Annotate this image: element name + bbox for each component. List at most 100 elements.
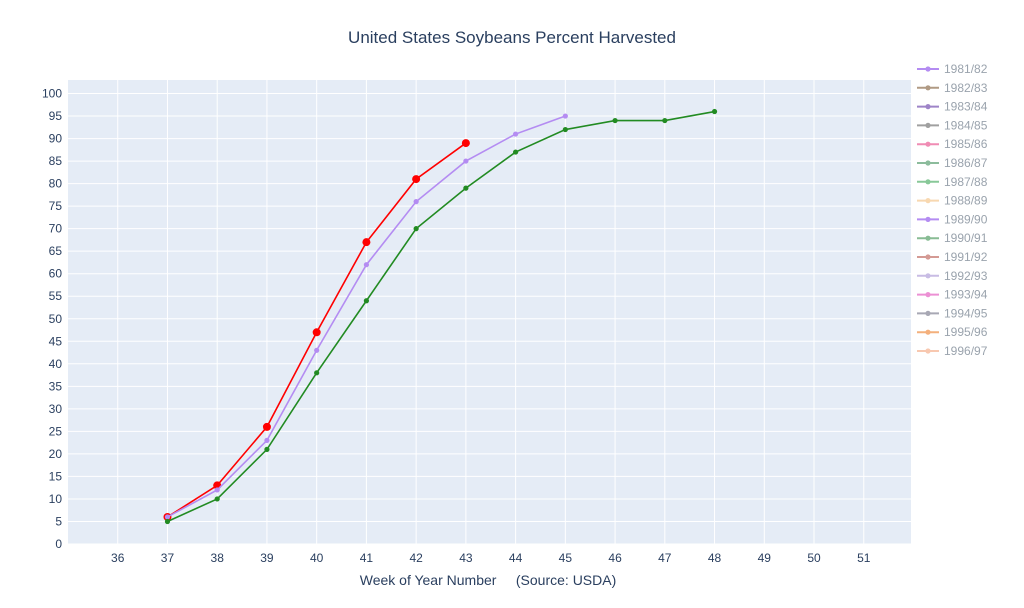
data-point[interactable]: [164, 518, 171, 525]
legend-marker: [925, 141, 931, 147]
legend[interactable]: 1981/82 1982/83 1983/84 1984/85 1985/86 1986/…: [917, 62, 988, 358]
legend-label: 1995/96: [944, 325, 988, 339]
data-point[interactable]: [214, 487, 220, 493]
legend-label: 1983/84: [944, 100, 988, 114]
legend-marker: [925, 179, 931, 185]
legend-item[interactable]: 1990/91: [917, 231, 988, 245]
data-point[interactable]: [513, 131, 519, 137]
y-tick-label: 95: [49, 109, 63, 123]
legend-label: 1989/90: [944, 212, 988, 226]
data-point[interactable]: [513, 149, 519, 155]
legend-marker: [925, 122, 931, 128]
y-tick-label: 30: [49, 402, 63, 416]
y-tick-label: 35: [49, 379, 63, 393]
legend-label: 1981/82: [944, 62, 988, 76]
data-point[interactable]: [264, 446, 270, 452]
data-point[interactable]: [413, 199, 419, 205]
data-point[interactable]: [612, 117, 618, 124]
grid-lines: [68, 80, 911, 545]
y-tick-label: 25: [49, 424, 63, 438]
data-point[interactable]: [264, 437, 270, 443]
legend-item[interactable]: 1982/83: [917, 81, 988, 95]
legend-item[interactable]: 1995/96: [917, 325, 988, 339]
data-series[interactable]: [164, 108, 718, 525]
legend-item[interactable]: 1992/93: [917, 269, 988, 283]
x-tick-label: 45: [559, 551, 573, 565]
legend-item[interactable]: 1994/95: [917, 306, 988, 320]
y-tick-label: 45: [49, 334, 63, 348]
x-tick-labels: 36 37 38 39 40 41 42 43 44 45 46 47 48 49 50 51: [111, 551, 871, 565]
y-tick-label: 20: [49, 447, 63, 461]
x-tick-label: 47: [658, 551, 672, 565]
data-series[interactable]: [164, 113, 568, 520]
x-tick-label: 41: [360, 551, 374, 565]
x-tick-label: 50: [807, 551, 821, 565]
data-point[interactable]: [413, 226, 419, 232]
legend-item[interactable]: 1996/97: [917, 344, 988, 358]
legend-item[interactable]: 1989/90: [917, 212, 988, 226]
y-tick-label: 0: [55, 537, 62, 551]
data-point[interactable]: [164, 514, 171, 520]
data-point[interactable]: [314, 370, 320, 376]
data-point[interactable]: [562, 113, 568, 119]
legend-marker: [925, 348, 931, 354]
legend-label: 1992/93: [944, 269, 988, 283]
x-tick-label: 49: [758, 551, 772, 565]
x-tick-label: 40: [310, 551, 324, 565]
y-tick-label: 65: [49, 244, 63, 258]
data-point[interactable]: [562, 126, 568, 133]
x-axis-title: Week of Year Number (Source: USDA): [360, 572, 617, 588]
x-tick-label: 48: [708, 551, 722, 565]
legend-item[interactable]: 1981/82: [917, 62, 988, 76]
legend-label: 1993/94: [944, 288, 988, 302]
y-tick-label: 40: [49, 357, 63, 371]
x-tick-label: 38: [211, 551, 225, 565]
data-point[interactable]: [362, 238, 371, 247]
legend-item[interactable]: 1993/94: [917, 288, 988, 302]
x-tick-label: 39: [260, 551, 274, 565]
data-point[interactable]: [363, 298, 370, 304]
legend-item[interactable]: 1988/89: [917, 194, 988, 208]
data-point[interactable]: [463, 185, 469, 191]
y-tick-label: 55: [49, 289, 63, 303]
legend-label: 1987/88: [944, 175, 988, 189]
legend-item[interactable]: 1987/88: [917, 175, 988, 189]
y-tick-label: 50: [49, 312, 63, 326]
data-point[interactable]: [214, 496, 220, 502]
legend-marker: [925, 85, 931, 91]
y-tick-label: 15: [49, 469, 63, 483]
legend-marker: [925, 198, 931, 204]
data-point[interactable]: [662, 117, 668, 124]
data-point[interactable]: [314, 347, 320, 353]
legend-item[interactable]: 1991/92: [917, 250, 988, 264]
legend-label: 1986/87: [944, 156, 988, 170]
series-group: [163, 108, 718, 525]
chart-title: United States Soybeans Percent Harvested: [348, 28, 676, 47]
y-tick-label: 5: [55, 514, 62, 528]
data-point[interactable]: [412, 175, 421, 184]
data-point[interactable]: [262, 422, 271, 431]
legend-label: 1988/89: [944, 194, 988, 208]
legend-item[interactable]: 1984/85: [917, 118, 988, 132]
data-point[interactable]: [312, 328, 321, 337]
legend-item[interactable]: 1986/87: [917, 156, 988, 170]
y-tick-labels: 0 5 10 15 20 25 30 35 40 45 50 55 60 65 70 75 80 85 90 95 10…: [42, 87, 62, 551]
y-tick-label: 100: [42, 87, 62, 101]
legend-label: 1990/91: [944, 231, 988, 245]
data-point[interactable]: [711, 108, 718, 115]
legend-label: 1982/83: [944, 81, 988, 95]
series-line: [167, 110, 715, 523]
data-point[interactable]: [463, 158, 469, 164]
x-tick-label: 44: [509, 551, 523, 565]
legend-marker: [925, 292, 931, 298]
legend-marker: [925, 104, 931, 110]
legend-item[interactable]: 1985/86: [917, 137, 988, 151]
legend-label: 1994/95: [944, 306, 988, 320]
legend-marker: [925, 235, 931, 241]
data-point[interactable]: [363, 262, 370, 268]
data-point[interactable]: [461, 139, 470, 148]
legend-item[interactable]: 1983/84: [917, 100, 988, 114]
x-tick-label: 37: [161, 551, 175, 565]
y-tick-label: 75: [49, 199, 63, 213]
y-tick-label: 70: [49, 222, 63, 236]
